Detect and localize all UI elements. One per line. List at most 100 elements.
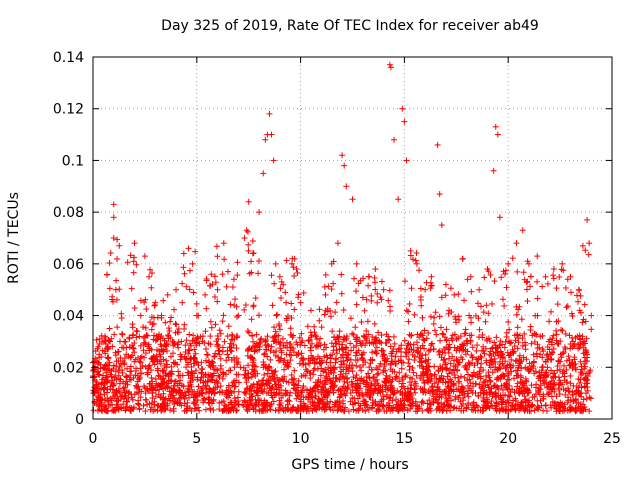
data-point-bg bbox=[172, 320, 179, 327]
data-point-bg bbox=[306, 389, 313, 396]
data-point-bg bbox=[188, 408, 195, 415]
data-point-bg bbox=[365, 370, 372, 377]
data-point-bg bbox=[515, 364, 522, 371]
data-point bbox=[559, 260, 566, 267]
data-point-bg bbox=[262, 338, 269, 345]
data-point-bg bbox=[428, 384, 435, 391]
data-point-bg bbox=[519, 335, 526, 342]
data-point-bg bbox=[576, 380, 583, 387]
data-point-bg bbox=[477, 364, 484, 371]
data-point-bg bbox=[329, 328, 336, 335]
data-point-bg bbox=[271, 376, 278, 383]
data-point-bg bbox=[185, 350, 192, 357]
data-point-bg bbox=[374, 371, 381, 378]
data-point-bg bbox=[545, 371, 552, 378]
data-point-bg bbox=[479, 334, 486, 341]
data-point-bg bbox=[347, 356, 354, 363]
data-point-bg bbox=[437, 363, 444, 370]
data-point-bg bbox=[195, 362, 202, 369]
data-point-bg bbox=[425, 330, 432, 337]
data-point-bg bbox=[275, 357, 282, 364]
data-point-bg bbox=[191, 392, 198, 399]
data-point-bg bbox=[233, 313, 240, 320]
data-point bbox=[96, 351, 103, 358]
x-tick-label: 0 bbox=[89, 431, 98, 447]
data-point-bg bbox=[317, 342, 324, 349]
data-point-bg bbox=[347, 315, 354, 322]
data-point-bg bbox=[534, 341, 541, 348]
data-point-bg bbox=[543, 352, 550, 359]
data-point-bg bbox=[492, 405, 499, 412]
data-point-bg bbox=[206, 388, 213, 395]
data-point-bg bbox=[408, 382, 415, 389]
data-point-bg bbox=[214, 341, 221, 348]
data-point-bg bbox=[210, 396, 217, 403]
data-point bbox=[224, 268, 231, 275]
data-point-bg bbox=[199, 333, 206, 340]
data-point-bg bbox=[116, 380, 123, 387]
data-point-bg bbox=[225, 354, 232, 361]
data-point-bg bbox=[509, 346, 516, 353]
data-point-bg bbox=[155, 372, 162, 379]
data-point-bg bbox=[101, 385, 108, 392]
data-point-bg bbox=[260, 361, 267, 368]
data-point-bg bbox=[341, 378, 348, 385]
data-point-bg bbox=[540, 407, 547, 414]
data-point-bg bbox=[476, 381, 483, 388]
data-point-bg bbox=[128, 394, 135, 401]
data-point-bg bbox=[119, 330, 126, 337]
data-point-bg bbox=[248, 258, 255, 265]
data-point-bg bbox=[327, 313, 334, 320]
data-point bbox=[575, 286, 582, 293]
data-point-bg bbox=[353, 362, 360, 369]
data-point-bg bbox=[545, 338, 552, 345]
data-point-bg bbox=[488, 300, 495, 307]
data-point-bg bbox=[495, 385, 502, 392]
data-point-bg bbox=[459, 341, 466, 348]
data-point-bg bbox=[464, 390, 471, 397]
data-point-bg bbox=[554, 367, 561, 374]
data-point bbox=[442, 281, 449, 288]
data-point-bg bbox=[500, 268, 507, 275]
data-point-bg bbox=[429, 388, 436, 395]
data-point-bg bbox=[248, 269, 255, 276]
data-point-bg bbox=[445, 355, 452, 362]
data-point-bg bbox=[466, 332, 473, 339]
data-point-bg bbox=[442, 292, 449, 299]
data-point-bg bbox=[527, 283, 534, 290]
data-point-bg bbox=[404, 407, 411, 414]
x-tick-label: 15 bbox=[395, 431, 413, 447]
data-point-bg bbox=[417, 285, 424, 292]
data-point-bg bbox=[146, 362, 153, 369]
data-point-bg bbox=[386, 287, 393, 294]
data-point-bg bbox=[506, 393, 513, 400]
data-point-bg bbox=[216, 406, 223, 413]
data-point-bg bbox=[333, 299, 340, 306]
data-point-bg bbox=[269, 302, 276, 309]
data-point-bg bbox=[519, 342, 526, 349]
data-point-bg bbox=[130, 269, 137, 276]
data-point-bg bbox=[148, 355, 155, 362]
data-point-bg bbox=[185, 394, 192, 401]
data-point-bg bbox=[169, 338, 176, 345]
data-point-bg bbox=[148, 326, 155, 333]
data-point-bg bbox=[140, 341, 147, 348]
data-point-bg bbox=[160, 297, 167, 304]
data-point bbox=[492, 123, 499, 130]
data-point-bg bbox=[226, 392, 233, 399]
data-point-bg bbox=[469, 344, 476, 351]
y-axis-label: ROTI / TECUs bbox=[6, 192, 22, 284]
data-point-bg bbox=[207, 333, 214, 340]
data-point-bg bbox=[391, 340, 398, 347]
data-point-bg bbox=[345, 351, 352, 358]
data-point-bg bbox=[136, 406, 143, 413]
data-point-bg bbox=[227, 340, 234, 347]
data-point bbox=[413, 260, 420, 267]
data-point bbox=[141, 253, 148, 260]
data-point-bg bbox=[504, 376, 511, 383]
data-point bbox=[519, 227, 526, 234]
data-point-bg bbox=[551, 379, 558, 386]
data-point bbox=[484, 266, 491, 273]
data-point-bg bbox=[556, 390, 563, 397]
data-point-bg bbox=[523, 356, 530, 363]
